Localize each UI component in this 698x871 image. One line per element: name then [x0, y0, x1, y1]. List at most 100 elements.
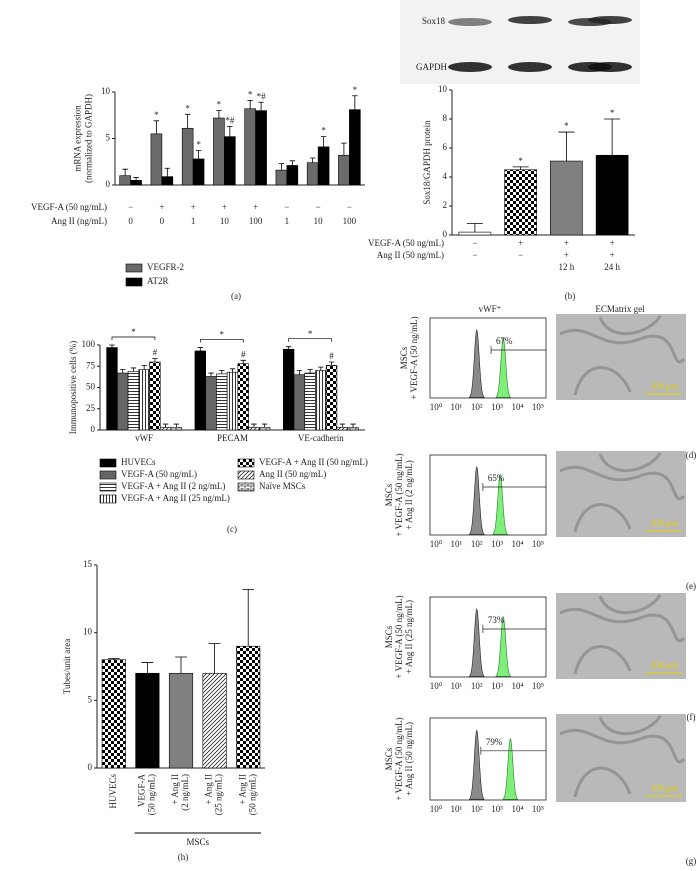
bracket-label: * [131, 327, 136, 337]
legend-label: VEGF-A + Ang II (25 ng/mL) [121, 493, 230, 503]
error-bar [285, 346, 292, 350]
error-bar [341, 142, 347, 156]
gel-network [559, 715, 686, 798]
condition-value: − [284, 202, 289, 212]
flow-y-label: + Ang II (2 ng/mL) [404, 460, 414, 530]
condition-value: 10 [314, 216, 324, 226]
error-bar [352, 95, 358, 110]
condition-value: + [253, 202, 258, 212]
significance-mark: *# [257, 91, 267, 101]
significance-mark: * [353, 85, 358, 95]
bar [149, 361, 161, 431]
y-tick-label: 4 [443, 171, 448, 181]
panel-label: (f) [687, 712, 696, 722]
bar [458, 231, 492, 236]
x-tick-label: 10⁰ [430, 804, 443, 814]
scale-bar-label: 100 μm [650, 518, 678, 528]
bar [226, 371, 239, 431]
condition-label: VEGF-A (50 ng/mL) [31, 202, 107, 212]
bar [194, 350, 206, 431]
panel-label: (b) [565, 291, 576, 301]
bar [244, 108, 256, 186]
error-bar [208, 372, 214, 377]
condition-value: 12 h [559, 262, 575, 272]
flow-y-label: MSCs [384, 747, 394, 770]
legend-swatch [99, 482, 117, 492]
bar [347, 427, 359, 431]
blot-band [448, 18, 492, 26]
bar [236, 645, 261, 769]
flow-y-label: MSCs [384, 483, 394, 506]
error-bar [512, 166, 529, 170]
y-tick-label: 8 [443, 113, 448, 123]
flow-plot [429, 454, 547, 536]
y-tick-label: 5 [106, 133, 111, 143]
error-bar [120, 369, 126, 374]
bar [202, 672, 227, 769]
condition-value: + [610, 250, 615, 260]
x-tick-label: vWF [135, 433, 153, 443]
condition-value: − [472, 238, 477, 248]
error-bar [109, 344, 115, 348]
histogram-control [468, 729, 485, 800]
blot-band [588, 62, 632, 72]
condition-value: + [564, 238, 569, 248]
legend-swatch [237, 458, 255, 468]
scale-bar-label: 100 μm [650, 381, 678, 391]
x-tick-label: 10¹ [451, 681, 463, 691]
error-bar [141, 662, 154, 674]
gel-network [559, 315, 686, 396]
gel-network [559, 452, 686, 533]
error-bar [173, 423, 180, 428]
bar [282, 348, 295, 431]
bar [595, 154, 629, 236]
significance-mark: * [217, 100, 222, 110]
x-tick-label: 10⁰ [430, 539, 443, 549]
condition-value: 0 [128, 216, 133, 226]
condition-value: − [518, 250, 523, 260]
x-tick-label: PECAM [217, 433, 248, 443]
error-bar [350, 423, 356, 428]
significance-mark: * [610, 108, 615, 118]
histogram-control [468, 465, 485, 535]
x-tick-label: (25 ng/mL) [214, 774, 224, 815]
bar [255, 110, 267, 186]
legend-label: VEGFR-2 [147, 262, 184, 272]
histogram-sample [495, 337, 512, 398]
significance-mark: * [321, 126, 326, 136]
error-bar [320, 136, 327, 147]
histogram-sample [492, 474, 509, 535]
x-tick-label: 10² [471, 539, 483, 549]
x-tick-label: 10³ [491, 804, 503, 814]
bar [317, 146, 330, 186]
bar [181, 127, 194, 186]
panel-label: (c) [227, 524, 237, 534]
error-bar [153, 120, 160, 134]
bar [205, 376, 217, 431]
x-tick-label: 10⁴ [511, 402, 523, 412]
error-bar [152, 358, 158, 362]
blot-band [588, 16, 632, 24]
error-bar [261, 423, 268, 428]
x-tick-label: VE-cadherin [298, 433, 344, 443]
x-tick-label: 10⁵ [532, 402, 544, 412]
error-bar [184, 113, 191, 129]
condition-value: + [564, 250, 569, 260]
y-axis-label: Tubes/unit area [62, 639, 72, 694]
condition-value: 0 [160, 216, 165, 226]
error-bar [309, 157, 316, 163]
y-tick-label: 75 [86, 360, 96, 370]
histogram-sample [495, 616, 512, 677]
error-bar [162, 423, 169, 428]
legend-label: VEGF-A (50 ng/mL) [121, 469, 197, 479]
bar [237, 363, 249, 431]
condition-value: + [159, 202, 164, 212]
y-tick-label: 0 [88, 762, 93, 772]
condition-value: 100 [249, 216, 263, 226]
bar [159, 427, 172, 431]
flow-plot [429, 717, 547, 801]
error-bar [175, 656, 187, 674]
x-tick-label: 10¹ [451, 539, 463, 549]
panel-label: (d) [686, 450, 697, 460]
